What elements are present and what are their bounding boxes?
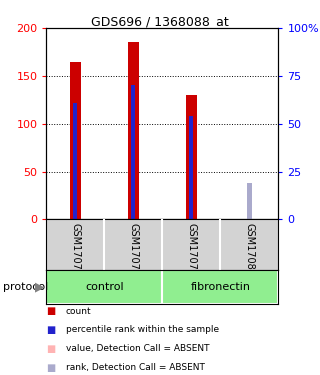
Bar [189, 116, 193, 219]
Text: percentile rank within the sample: percentile rank within the sample [66, 326, 219, 334]
Text: GDS696 / 1368088_at: GDS696 / 1368088_at [91, 15, 229, 28]
Text: value, Detection Call = ABSENT: value, Detection Call = ABSENT [66, 344, 209, 353]
Text: GSM17077: GSM17077 [70, 224, 80, 276]
Text: GSM17079: GSM17079 [186, 224, 196, 276]
Text: ■: ■ [46, 363, 56, 372]
Text: control: control [85, 282, 124, 292]
Bar [70, 62, 81, 219]
Bar [247, 205, 252, 219]
Text: ▶: ▶ [35, 280, 45, 293]
Bar [162, 270, 278, 304]
Bar [128, 42, 139, 219]
Text: fibronectin: fibronectin [190, 282, 250, 292]
Bar [132, 84, 135, 219]
Text: ■: ■ [46, 344, 56, 354]
Text: ■: ■ [46, 306, 56, 316]
Text: ■: ■ [46, 325, 56, 335]
Text: protocol: protocol [3, 282, 48, 292]
Text: rank, Detection Call = ABSENT: rank, Detection Call = ABSENT [66, 363, 204, 372]
Text: count: count [66, 307, 91, 316]
Bar [247, 183, 252, 219]
Bar [46, 270, 162, 304]
Text: GSM17080: GSM17080 [244, 224, 254, 276]
Bar [73, 103, 77, 219]
Text: GSM17078: GSM17078 [128, 224, 138, 276]
Bar [186, 95, 196, 219]
